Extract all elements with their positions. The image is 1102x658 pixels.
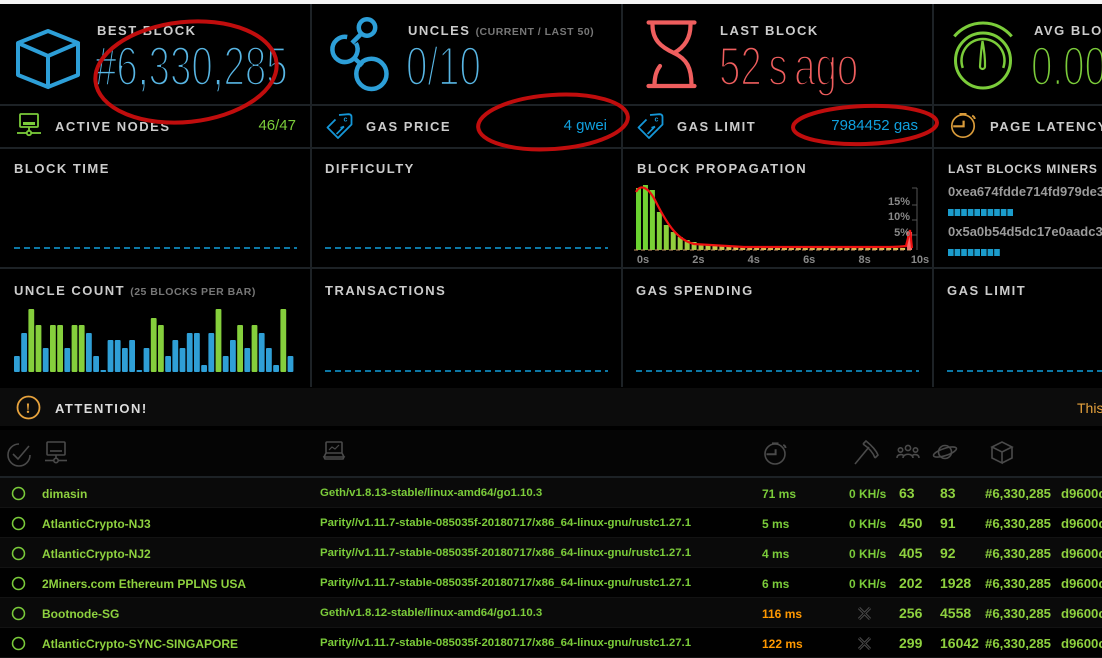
svg-text:c: c: [344, 117, 348, 124]
svg-text:!: !: [26, 401, 31, 417]
svg-text:c: c: [655, 117, 659, 124]
